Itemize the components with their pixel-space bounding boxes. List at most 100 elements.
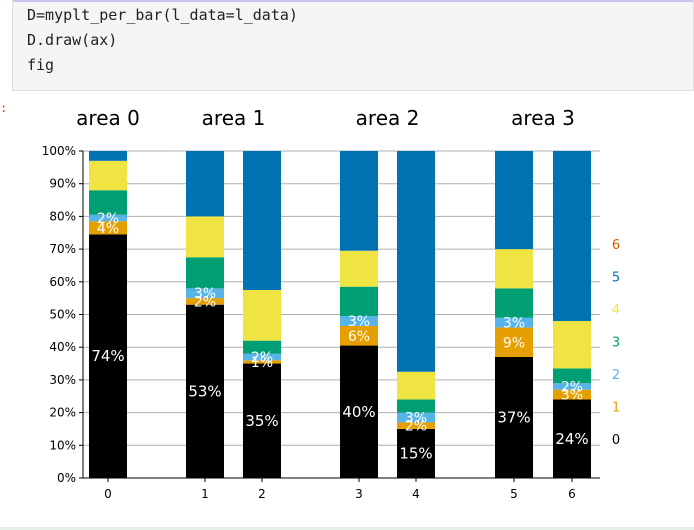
area-title: area 3 <box>511 106 575 130</box>
bar-segment-1 <box>553 389 591 400</box>
data-label: 4% <box>97 221 119 237</box>
data-label: 3% <box>348 314 370 330</box>
bar-segment-1 <box>89 221 127 235</box>
bar-segment-4 <box>243 289 281 341</box>
x-tick-label: 0 <box>104 487 112 501</box>
bar-segment-5 <box>340 151 378 251</box>
data-label: 74% <box>91 347 124 365</box>
bar-segment-0 <box>397 428 435 478</box>
legend-label-3: 3 <box>612 336 620 351</box>
bar-segment-4 <box>397 371 435 400</box>
bar-segment-1 <box>186 298 224 305</box>
code-line-3[interactable]: fig <box>27 56 55 74</box>
bar-segment-4 <box>553 321 591 369</box>
y-tick-label: 30% <box>49 373 76 387</box>
bar-segment-4 <box>89 160 127 191</box>
data-label: 3% <box>503 316 525 332</box>
y-tick-label: 10% <box>49 438 76 452</box>
legend-label-4: 4 <box>612 303 620 318</box>
legend-label-1: 1 <box>612 401 620 416</box>
bar-segment-0 <box>553 399 591 478</box>
data-label: 15% <box>399 444 432 462</box>
code-cell[interactable]: D=myplt_per_bar(l_data=l_data) D.draw(ax… <box>12 0 694 91</box>
data-label: 2% <box>97 211 119 227</box>
bar-segment-0 <box>340 345 378 478</box>
legend-label-2: 2 <box>612 368 620 383</box>
data-label: 2% <box>194 294 216 310</box>
data-label: 3% <box>561 388 583 404</box>
bar-segment-1 <box>340 325 378 346</box>
data-label: 2% <box>405 419 427 435</box>
bar-segment-0 <box>186 304 224 478</box>
data-label: 2% <box>561 379 583 395</box>
bar-segment-0 <box>243 363 281 478</box>
code-line-2[interactable]: D.draw(ax) <box>27 31 118 49</box>
bar-segment-1 <box>397 422 435 429</box>
x-tick-label: 2 <box>258 487 266 501</box>
bar-segment-3 <box>186 257 224 289</box>
bar-segment-2 <box>340 316 378 326</box>
y-tick-label: 0% <box>57 471 76 485</box>
y-tick-label: 70% <box>49 242 76 256</box>
legend-label-6: 6 <box>612 238 620 253</box>
bar-segment-2 <box>397 412 435 423</box>
bar-segment-4 <box>186 216 224 258</box>
output-marker: : <box>0 101 8 115</box>
bar-segment-3 <box>89 190 127 215</box>
bar-segment-3 <box>397 399 435 413</box>
data-label: 6% <box>348 329 370 345</box>
bar-segment-5 <box>243 151 281 290</box>
bar-segment-5 <box>89 151 127 161</box>
bar-segment-5 <box>186 151 224 217</box>
data-label: 53% <box>188 382 221 400</box>
bar-segment-4 <box>495 249 533 289</box>
y-tick-label: 20% <box>49 406 76 420</box>
y-tick-label: 100% <box>42 144 76 158</box>
bar-segment-2 <box>495 317 533 328</box>
y-tick-label: 90% <box>49 177 76 191</box>
code-cell-top-border <box>13 0 693 2</box>
bar-segment-2 <box>89 214 127 222</box>
x-tick-label: 1 <box>201 487 209 501</box>
y-tick-label: 80% <box>49 209 76 223</box>
data-label: 37% <box>497 409 530 427</box>
x-tick-label: 6 <box>568 487 576 501</box>
bar-segment-3 <box>340 286 378 317</box>
data-label: 3% <box>405 411 427 427</box>
data-label: 3% <box>194 286 216 302</box>
bar-segment-3 <box>495 288 533 318</box>
data-label: 40% <box>342 403 375 421</box>
bar-segment-2 <box>243 353 281 361</box>
y-tick-label: 40% <box>49 340 76 354</box>
x-tick-label: 5 <box>510 487 518 501</box>
data-label: 9% <box>503 335 525 351</box>
legend-label-5: 5 <box>612 271 620 286</box>
bar-segment-2 <box>186 288 224 299</box>
x-tick-label: 3 <box>355 487 363 501</box>
bar-segment-0 <box>495 357 533 478</box>
bar-segment-5 <box>495 151 533 250</box>
data-label: 35% <box>245 412 278 430</box>
data-label: 24% <box>555 430 588 448</box>
bar-segment-5 <box>397 151 435 372</box>
bar-segment-2 <box>553 383 591 390</box>
data-label: 1% <box>251 355 273 371</box>
y-tick-label: 50% <box>49 308 76 322</box>
legend-label-0: 0 <box>612 433 620 448</box>
bar-segment-3 <box>553 368 591 384</box>
area-title: area 0 <box>76 106 140 130</box>
bar-segment-1 <box>495 327 533 358</box>
area-title: area 2 <box>356 106 420 130</box>
data-label: 2% <box>251 350 273 366</box>
cell-separator <box>0 527 694 530</box>
area-title: area 1 <box>202 106 266 130</box>
bar-segment-4 <box>340 250 378 287</box>
code-line-1[interactable]: D=myplt_per_bar(l_data=l_data) <box>27 6 298 24</box>
bar-segment-3 <box>243 340 281 354</box>
x-tick-label: 4 <box>412 487 420 501</box>
y-tick-label: 60% <box>49 275 76 289</box>
bar-segment-0 <box>89 234 127 478</box>
bar-segment-5 <box>553 151 591 322</box>
bar-segment-1 <box>243 360 281 364</box>
